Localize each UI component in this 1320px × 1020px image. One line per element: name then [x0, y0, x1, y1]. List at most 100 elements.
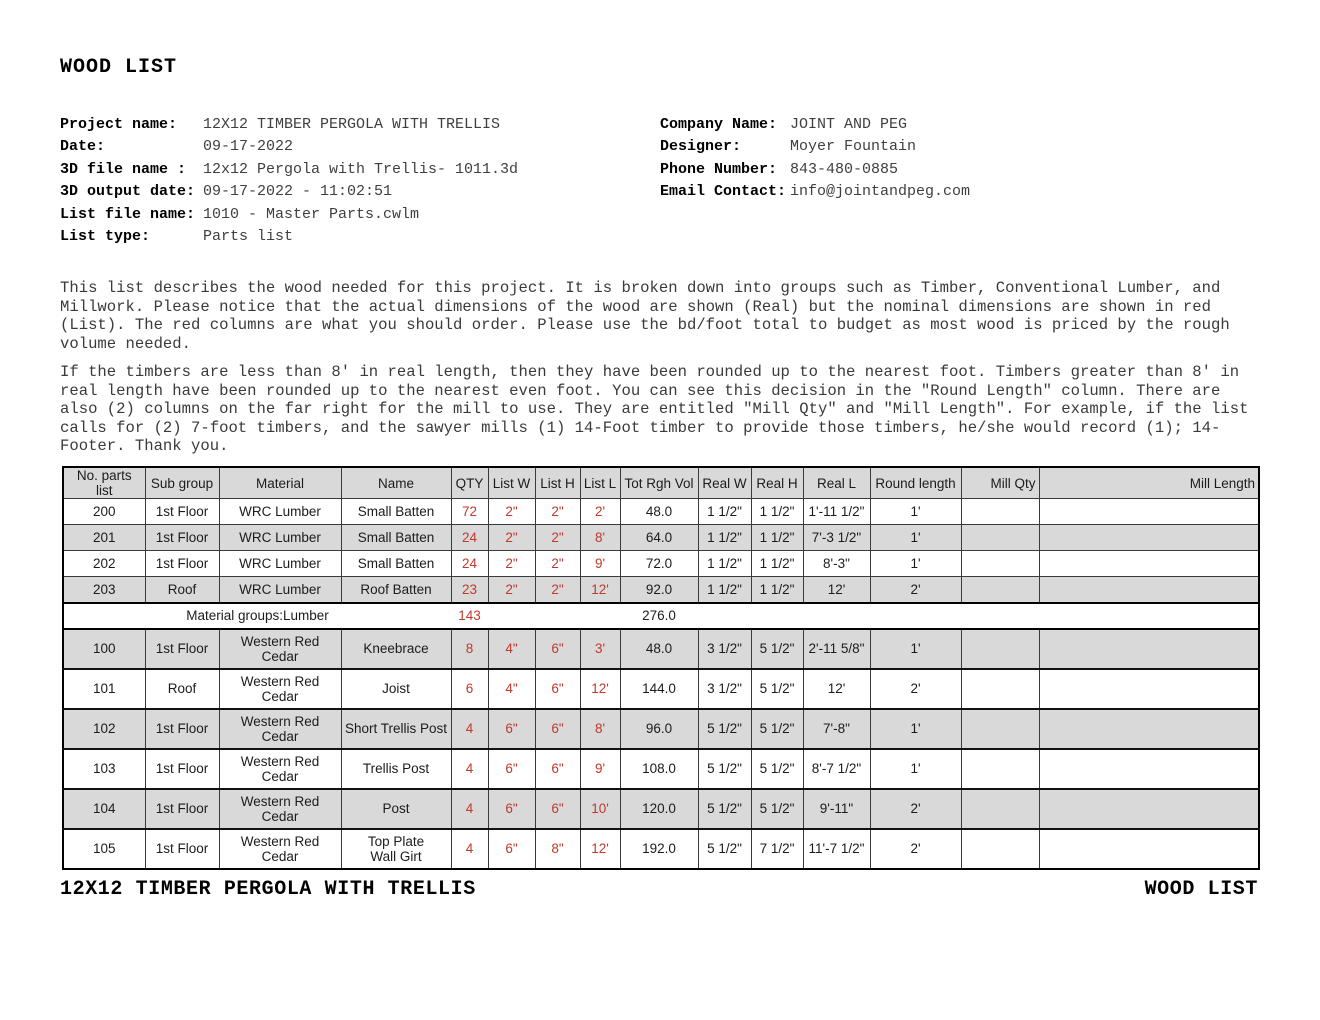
table-cell: 7'-3 1/2" — [802, 524, 871, 551]
table-cell: Roof — [144, 576, 220, 603]
summary-qty-total: 143 — [451, 601, 488, 630]
table-cell: 1 1/2" — [750, 498, 804, 525]
table-cell: 3 1/2" — [697, 627, 752, 669]
column-header: Sub group — [144, 466, 220, 499]
table-cell: 4" — [487, 627, 536, 669]
table-cell: 7 1/2" — [750, 827, 804, 869]
table-cell: Top Plate Wall Girt — [340, 827, 452, 869]
table-cell: WRC Lumber — [218, 550, 342, 577]
table-cell: 6" — [534, 667, 581, 709]
info-row: Date: 09-17-2022 — [60, 136, 620, 159]
table-cell: 200 — [62, 498, 146, 525]
table-cell — [1038, 524, 1260, 551]
table-cell: Kneebrace — [340, 627, 452, 669]
info-row: List file name: 1010 - Master Parts.cwlm — [60, 203, 620, 226]
summary-label: Material groups:Lumber — [63, 601, 451, 630]
table-cell: 2" — [487, 550, 536, 577]
table-cell: 2'-11 5/8" — [802, 627, 871, 669]
summary-spacer — [698, 601, 1259, 630]
page-title: WOOD LIST — [60, 56, 178, 79]
table-cell: 9'-11" — [802, 787, 871, 829]
table-row: 202 1st Floor WRC Lumber Small Batten 24 2" 2"… — [62, 550, 1260, 577]
table-cell: 1st Floor — [144, 498, 220, 525]
table-cell — [960, 498, 1040, 525]
table-cell: 4 — [450, 747, 489, 789]
info-row: List type: Parts list — [60, 226, 620, 249]
table-cell: 11'-7 1/2" — [802, 827, 871, 869]
project-info-right: Company Name: JOINT AND PEG Designer: Moyer… — [660, 113, 1220, 203]
table-cell: Western Red Cedar — [218, 667, 342, 709]
table-row: 104 1st Floor Western Red Cedar Post 4 6" 6" 10… — [62, 787, 1260, 829]
table-cell — [960, 576, 1040, 603]
table-cell: Joist — [340, 667, 452, 709]
table-cell: 12' — [802, 576, 871, 603]
table-cell: 96.0 — [619, 707, 699, 749]
table-cell: 4 — [450, 707, 489, 749]
table-cell: 8'-7 1/2" — [802, 747, 871, 789]
table-cell: 1st Floor — [144, 550, 220, 577]
table-cell — [960, 827, 1040, 869]
column-header: Real H — [750, 466, 804, 499]
info-label: Designer: — [660, 138, 742, 156]
table-cell: Western Red Cedar — [218, 747, 342, 789]
table-row: 200 1st Floor WRC Lumber Small Batten 72 2" 2"… — [62, 498, 1260, 525]
summary-volume-total: 276.0 — [620, 601, 698, 630]
table-cell: 2" — [487, 576, 536, 603]
table-cell: 1' — [869, 747, 962, 789]
description-paragraph: This list describes the wood needed for … — [60, 279, 1230, 353]
table-row: 103 1st Floor Western Red Cedar Trellis Pos… — [62, 747, 1260, 789]
info-label: Date: — [60, 138, 106, 156]
info-label: 3D file name : — [60, 160, 187, 178]
table-cell — [1038, 667, 1260, 709]
table-cell — [1038, 550, 1260, 577]
table-row: 201 1st Floor WRC Lumber Small Batten 24 2" 2"… — [62, 524, 1260, 551]
table-cell: 103 — [62, 747, 146, 789]
table-cell: Roof Batten — [340, 576, 452, 603]
table-cell: 2' — [869, 576, 962, 603]
column-header: Material — [218, 466, 342, 499]
table-cell: 6" — [534, 747, 581, 789]
table-cell: 92.0 — [619, 576, 699, 603]
table-cell: 12' — [579, 576, 621, 603]
table-cell: 2' — [579, 498, 621, 525]
table-cell: 8'-3" — [802, 550, 871, 577]
table-cell: 1st Floor — [144, 747, 220, 789]
table-cell: 1 1/2" — [697, 498, 752, 525]
column-header: Name — [340, 466, 452, 499]
table-cell: 1st Floor — [144, 524, 220, 551]
table-cell: 2' — [869, 667, 962, 709]
table-cell: 2' — [869, 787, 962, 829]
table-cell: 23 — [450, 576, 489, 603]
table-cell: 5 1/2" — [750, 707, 804, 749]
table-cell: 3 1/2" — [697, 667, 752, 709]
table-cell — [960, 667, 1040, 709]
rounding-note-paragraph: If the timbers are less than 8' in real … — [60, 363, 1249, 455]
info-value: Parts list — [203, 228, 294, 246]
table-cell: 1 1/2" — [750, 524, 804, 551]
table-cell: 7'-8" — [802, 707, 871, 749]
table-cell: Western Red Cedar — [218, 707, 342, 749]
table-cell: 3' — [579, 627, 621, 669]
table-cell: Roof — [144, 667, 220, 709]
table-cell: 12' — [579, 827, 621, 869]
parts-table: No. parts list Sub group Material Name QTY Li… — [62, 466, 1260, 870]
table-cell: 1st Floor — [144, 787, 220, 829]
table-cell: 9' — [579, 747, 621, 789]
table-cell: 5 1/2" — [750, 667, 804, 709]
table-cell: WRC Lumber — [218, 498, 342, 525]
table-cell: 24 — [450, 524, 489, 551]
info-label: Email Contact: — [660, 183, 787, 201]
column-header: Real L — [802, 466, 871, 499]
parts-group: 100 1st Floor Western Red Cedar Kneebrace 8 4… — [62, 627, 1260, 869]
info-row: Designer: Moyer Fountain — [660, 136, 1220, 159]
table-cell: 2" — [534, 550, 581, 577]
table-cell: 101 — [62, 667, 146, 709]
table-cell: 1 1/2" — [697, 524, 752, 551]
table-cell — [960, 747, 1040, 789]
table-cell: 4" — [487, 667, 536, 709]
info-value: 1010 - Master Parts.cwlm — [203, 205, 420, 223]
table-cell: WRC Lumber — [218, 524, 342, 551]
info-value: 843-480-0885 — [790, 160, 899, 178]
table-cell: WRC Lumber — [218, 576, 342, 603]
table-cell: 1st Floor — [144, 827, 220, 869]
